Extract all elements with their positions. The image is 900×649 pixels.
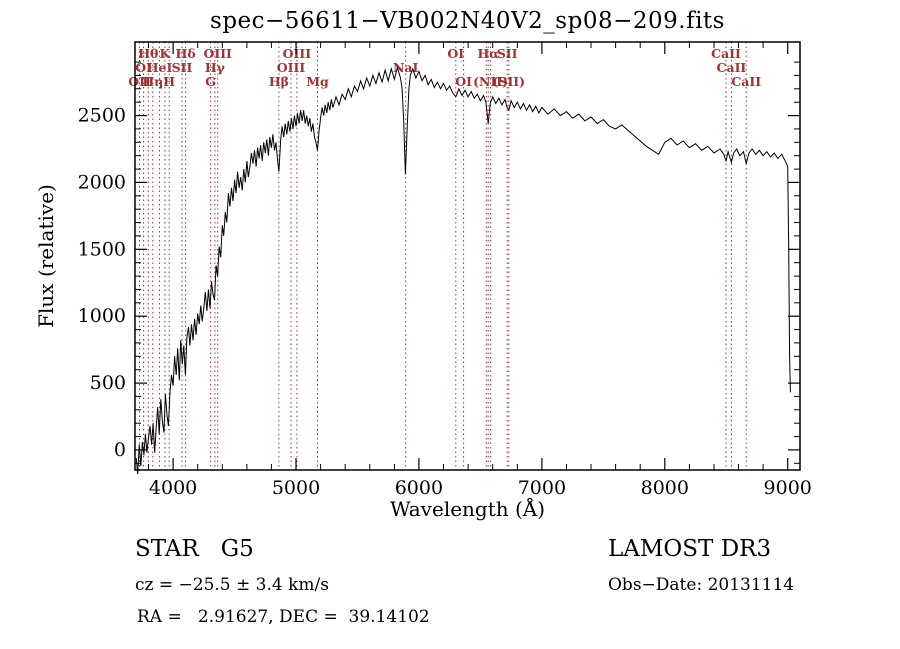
svg-text:6000: 6000 [395, 477, 443, 499]
svg-text:(SII): (SII) [493, 74, 526, 89]
object-class-label: STAR G5 [135, 536, 254, 562]
svg-text:2000: 2000 [78, 171, 126, 193]
svg-text:SII: SII [172, 60, 193, 75]
svg-text:OIII: OIII [283, 46, 312, 61]
survey-label: LAMOST DR3 [608, 536, 772, 562]
svg-text:G: G [205, 74, 216, 89]
svg-text:5000: 5000 [272, 477, 320, 499]
svg-text:Hδ: Hδ [176, 46, 196, 61]
x-axis-label: Wavelength (Å) [389, 497, 546, 521]
svg-text:OII: OII [128, 74, 151, 89]
svg-text:Hα: Hα [477, 46, 499, 61]
svg-text:2500: 2500 [78, 105, 126, 127]
svg-text:Hβ: Hβ [269, 74, 289, 89]
svg-text:OIII: OIII [203, 46, 232, 61]
y-axis-label: Flux (relative) [34, 184, 58, 328]
svg-text:HeI: HeI [147, 60, 173, 75]
svg-text:OI: OI [455, 74, 472, 89]
svg-text:K: K [159, 46, 171, 61]
svg-text:7000: 7000 [518, 477, 566, 499]
svg-text:500: 500 [90, 372, 126, 394]
svg-text:0: 0 [114, 439, 126, 461]
obs-date-value: Obs−Date: 20131114 [608, 575, 795, 595]
svg-text:OI: OI [135, 60, 152, 75]
svg-text:8000: 8000 [641, 477, 689, 499]
svg-text:Hγ: Hγ [205, 60, 226, 75]
svg-text:1000: 1000 [78, 305, 126, 327]
svg-text:NaI: NaI [393, 60, 419, 75]
ra-dec-value: RA = 2.91627, DEC = 39.14102 [137, 607, 430, 627]
plot-title: spec−56611−VB002N40V2_sp08−209.fits [210, 8, 725, 34]
svg-text:OIII: OIII [277, 60, 306, 75]
svg-text:9000: 9000 [764, 477, 812, 499]
svg-text:Hθ: Hθ [138, 46, 158, 61]
svg-text:Mg: Mg [306, 74, 329, 89]
svg-text:CaII: CaII [717, 60, 747, 75]
svg-text:(NII): (NII) [473, 74, 508, 89]
cz-value: cz = −25.5 ± 3.4 km/s [135, 575, 329, 595]
svg-text:1500: 1500 [78, 238, 126, 260]
svg-text:OI: OI [447, 46, 464, 61]
svg-text:CaII: CaII [711, 46, 741, 61]
svg-text:H: H [163, 74, 175, 89]
svg-text:SII: SII [497, 46, 518, 61]
svg-text:4000: 4000 [149, 477, 197, 499]
svg-text:Hη: Hη [142, 74, 163, 89]
svg-text:CaII: CaII [731, 74, 761, 89]
